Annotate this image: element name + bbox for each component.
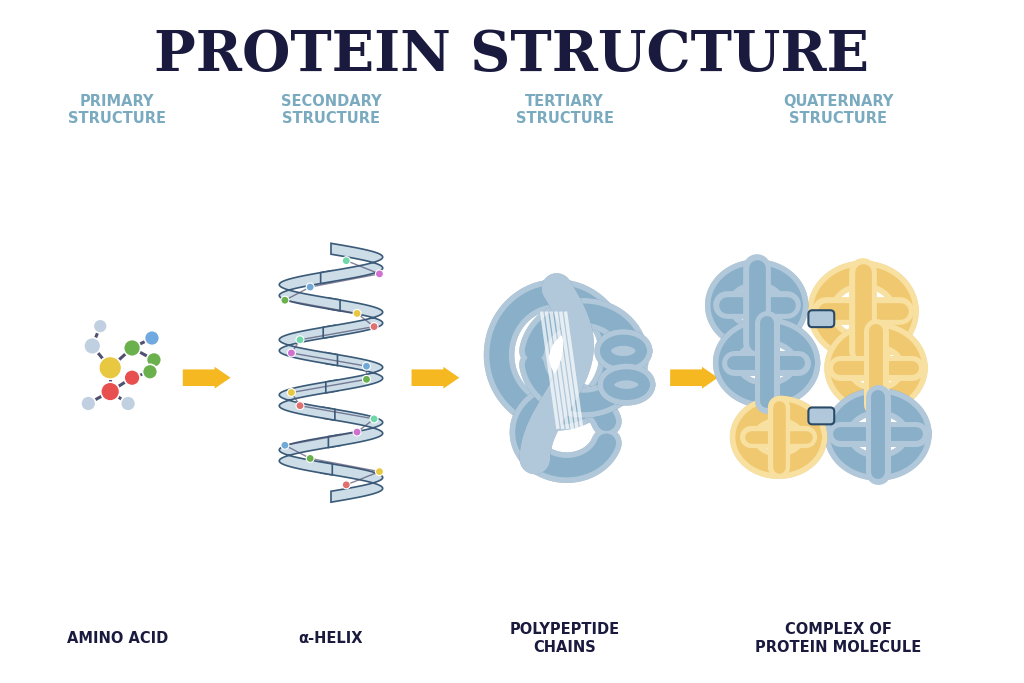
- Text: AMINO ACID: AMINO ACID: [67, 631, 168, 646]
- Text: SECONDARY
STRUCTURE: SECONDARY STRUCTURE: [281, 94, 381, 126]
- Circle shape: [362, 362, 371, 370]
- Polygon shape: [324, 407, 383, 447]
- Text: TERTIARY
STRUCTURE: TERTIARY STRUCTURE: [516, 94, 613, 126]
- Circle shape: [146, 352, 162, 367]
- Circle shape: [370, 322, 378, 331]
- Circle shape: [353, 428, 361, 436]
- Circle shape: [142, 364, 158, 379]
- Circle shape: [124, 370, 140, 386]
- Circle shape: [296, 402, 304, 410]
- Polygon shape: [280, 325, 338, 365]
- Text: PRIMARY
STRUCTURE: PRIMARY STRUCTURE: [69, 94, 166, 126]
- Polygon shape: [326, 352, 383, 393]
- Circle shape: [288, 389, 295, 397]
- Polygon shape: [280, 380, 338, 420]
- Text: QUATERNARY
STRUCTURE: QUATERNARY STRUCTURE: [783, 94, 893, 126]
- Polygon shape: [183, 367, 230, 389]
- Circle shape: [353, 309, 361, 318]
- Polygon shape: [321, 462, 383, 502]
- Text: α-HELIX: α-HELIX: [299, 631, 364, 646]
- Circle shape: [100, 382, 120, 401]
- Circle shape: [281, 441, 289, 449]
- Circle shape: [84, 337, 100, 354]
- Circle shape: [342, 257, 350, 264]
- Polygon shape: [321, 243, 383, 283]
- Circle shape: [124, 339, 140, 357]
- Circle shape: [362, 376, 371, 383]
- Circle shape: [376, 468, 383, 475]
- Polygon shape: [324, 298, 383, 338]
- Circle shape: [98, 357, 122, 379]
- Circle shape: [93, 319, 108, 333]
- Text: PROTEIN STRUCTURE: PROTEIN STRUCTURE: [155, 28, 869, 83]
- Polygon shape: [670, 367, 718, 389]
- Text: COMPLEX OF
PROTEIN MOLECULE: COMPLEX OF PROTEIN MOLECULE: [755, 622, 922, 655]
- Circle shape: [342, 481, 350, 489]
- Polygon shape: [280, 434, 340, 475]
- Text: POLYPEPTIDE
CHAINS: POLYPEPTIDE CHAINS: [510, 622, 620, 655]
- FancyBboxPatch shape: [808, 310, 835, 327]
- Polygon shape: [280, 270, 340, 311]
- Circle shape: [144, 331, 160, 346]
- Circle shape: [306, 454, 314, 462]
- Circle shape: [121, 396, 135, 411]
- Circle shape: [281, 296, 289, 304]
- Circle shape: [296, 336, 304, 344]
- Circle shape: [81, 396, 96, 411]
- Circle shape: [370, 415, 378, 423]
- Circle shape: [288, 349, 295, 357]
- FancyBboxPatch shape: [808, 408, 835, 424]
- Polygon shape: [412, 367, 460, 389]
- Circle shape: [376, 270, 383, 278]
- Circle shape: [306, 283, 314, 291]
